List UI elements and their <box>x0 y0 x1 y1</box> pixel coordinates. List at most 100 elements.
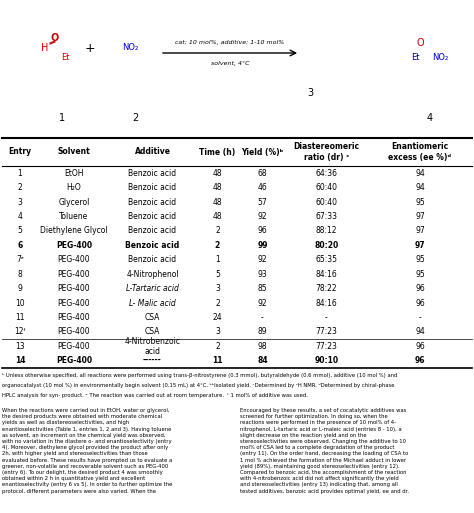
Text: 97: 97 <box>415 212 425 221</box>
Text: 48: 48 <box>213 198 222 207</box>
Text: CSA: CSA <box>145 327 160 337</box>
Text: 85: 85 <box>258 284 267 293</box>
Text: PEG-400: PEG-400 <box>56 241 92 250</box>
Text: 48: 48 <box>213 169 222 177</box>
Text: -: - <box>325 313 328 322</box>
Text: Benzoic acid: Benzoic acid <box>128 226 176 235</box>
Text: H: H <box>41 43 49 53</box>
Text: 3: 3 <box>215 327 220 337</box>
Text: O: O <box>51 33 59 43</box>
Text: +: + <box>85 42 95 54</box>
Text: Enantiomeric
excess (ee %)ᵈ: Enantiomeric excess (ee %)ᵈ <box>389 142 452 162</box>
Text: 94: 94 <box>415 183 425 192</box>
Text: 60:40: 60:40 <box>316 183 337 192</box>
Text: 5: 5 <box>18 226 22 235</box>
Text: 14: 14 <box>15 357 25 365</box>
Text: 89: 89 <box>258 327 267 337</box>
Text: 93: 93 <box>258 270 267 279</box>
Text: Solvent: Solvent <box>58 148 91 156</box>
Text: PEG-400: PEG-400 <box>56 357 92 365</box>
Text: 88:12: 88:12 <box>316 226 337 235</box>
Text: 11: 11 <box>15 313 25 322</box>
Text: ------: ------ <box>143 357 162 365</box>
Text: 2: 2 <box>215 342 220 351</box>
Text: 3: 3 <box>18 198 22 207</box>
Text: Encouraged by these results, a set of cocatalytic additives was
screened for fur: Encouraged by these results, a set of co… <box>240 408 409 494</box>
Text: O: O <box>416 38 424 48</box>
Text: 2: 2 <box>215 299 220 308</box>
Text: 57: 57 <box>258 198 267 207</box>
Text: 80:20: 80:20 <box>314 241 338 250</box>
Text: -: - <box>261 313 264 322</box>
Text: 8: 8 <box>18 270 22 279</box>
Text: 67:33: 67:33 <box>316 212 337 221</box>
Text: 96: 96 <box>415 299 425 308</box>
Text: 2: 2 <box>215 226 220 235</box>
Text: Benzoic acid: Benzoic acid <box>128 212 176 221</box>
Text: 4: 4 <box>18 212 22 221</box>
Text: 2: 2 <box>132 113 138 123</box>
Text: EtOH: EtOH <box>64 169 84 177</box>
Text: 4-Nitrobenzoic
acid: 4-Nitrobenzoic acid <box>125 337 181 356</box>
Text: 2: 2 <box>215 241 220 250</box>
Text: 97: 97 <box>415 226 425 235</box>
Text: 96: 96 <box>415 284 425 293</box>
Text: cat; 10 mol%, additive; 1-10 mol%: cat; 10 mol%, additive; 1-10 mol% <box>175 40 284 45</box>
Text: 95: 95 <box>415 255 425 264</box>
Text: 95: 95 <box>415 270 425 279</box>
Text: 10: 10 <box>15 299 25 308</box>
Text: 97: 97 <box>415 241 425 250</box>
Text: PEG-400: PEG-400 <box>58 313 91 322</box>
Text: 48: 48 <box>213 183 222 192</box>
Text: CSA: CSA <box>145 313 160 322</box>
Text: Yield (%)ᵇ: Yield (%)ᵇ <box>241 148 283 156</box>
Text: Additive: Additive <box>135 148 171 156</box>
Text: 12ᶠ: 12ᶠ <box>14 327 26 337</box>
Text: PEG-400: PEG-400 <box>58 270 91 279</box>
Text: Benzoic acid: Benzoic acid <box>126 241 180 250</box>
Text: Glycerol: Glycerol <box>58 198 90 207</box>
Text: 1: 1 <box>59 113 65 123</box>
Text: 1: 1 <box>18 169 22 177</box>
Text: 77:23: 77:23 <box>316 327 337 337</box>
Text: 90:10: 90:10 <box>314 357 338 365</box>
Text: PEG-400: PEG-400 <box>58 284 91 293</box>
Text: 94: 94 <box>415 327 425 337</box>
Text: Benzoic acid: Benzoic acid <box>128 169 176 177</box>
Text: 92: 92 <box>258 299 267 308</box>
Text: Toluene: Toluene <box>59 212 89 221</box>
Text: 13: 13 <box>15 342 25 351</box>
Text: -: - <box>419 313 421 322</box>
Text: 96: 96 <box>258 226 267 235</box>
Text: 94: 94 <box>415 169 425 177</box>
Text: 1: 1 <box>215 255 220 264</box>
Text: H₂O: H₂O <box>67 183 82 192</box>
Text: NO₂: NO₂ <box>122 44 138 52</box>
Text: 5: 5 <box>215 270 220 279</box>
Text: 84:16: 84:16 <box>316 299 337 308</box>
Text: PEG-400: PEG-400 <box>58 299 91 308</box>
Text: 96: 96 <box>415 342 425 351</box>
Text: PEG-400: PEG-400 <box>58 255 91 264</box>
Text: Et: Et <box>61 53 69 63</box>
Text: 92: 92 <box>258 212 267 221</box>
Text: 3: 3 <box>307 88 313 98</box>
Text: 4: 4 <box>427 113 433 123</box>
Text: 84: 84 <box>257 357 268 365</box>
Text: When the reactions were carried out in EtOH, water or glycerol,
the desired prod: When the reactions were carried out in E… <box>2 408 173 494</box>
Text: Et: Et <box>411 53 419 63</box>
Text: 7ᵉ: 7ᵉ <box>16 255 24 264</box>
Text: 24: 24 <box>213 313 222 322</box>
Text: 65:35: 65:35 <box>316 255 337 264</box>
Text: 96: 96 <box>415 357 425 365</box>
Text: 46: 46 <box>258 183 267 192</box>
Text: 98: 98 <box>258 342 267 351</box>
Text: solvent, 4°C: solvent, 4°C <box>211 61 249 66</box>
Text: Benzoic acid: Benzoic acid <box>128 255 176 264</box>
Text: organocatalyst (10 mol %) in environmentally begin solvent (0.15 mL) at 4°C. ᵇᵇI: organocatalyst (10 mol %) in environment… <box>2 383 394 388</box>
Text: 64:36: 64:36 <box>316 169 337 177</box>
Text: 77:23: 77:23 <box>316 342 337 351</box>
Text: 68: 68 <box>258 169 267 177</box>
Text: 2: 2 <box>18 183 22 192</box>
Text: L-Tartaric acid: L-Tartaric acid <box>126 284 179 293</box>
